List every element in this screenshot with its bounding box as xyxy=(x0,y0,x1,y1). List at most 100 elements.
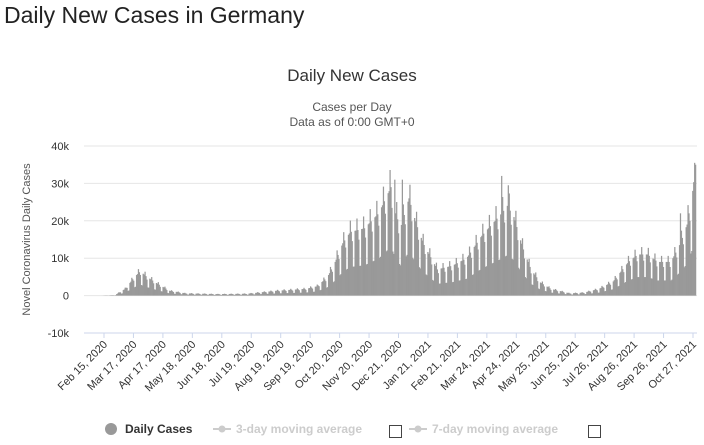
daily-case-bar[interactable] xyxy=(118,292,121,296)
daily-case-bar[interactable] xyxy=(400,224,403,296)
daily-case-bar[interactable] xyxy=(356,218,358,296)
daily-case-bar[interactable] xyxy=(275,290,277,296)
daily-case-bar[interactable] xyxy=(301,289,303,296)
daily-case-bar[interactable] xyxy=(491,263,493,296)
daily-case-bar[interactable] xyxy=(484,242,486,296)
daily-case-bar[interactable] xyxy=(500,214,502,296)
daily-case-bar[interactable] xyxy=(150,279,152,296)
daily-case-bar[interactable] xyxy=(542,284,544,296)
daily-case-bar[interactable] xyxy=(396,202,398,296)
daily-case-bar[interactable] xyxy=(298,290,300,296)
daily-case-bar[interactable] xyxy=(412,257,414,296)
daily-case-bar[interactable] xyxy=(366,263,369,296)
daily-case-bar[interactable] xyxy=(205,294,208,296)
daily-case-bar[interactable] xyxy=(660,261,662,296)
daily-case-bar[interactable] xyxy=(562,291,564,296)
daily-case-bar[interactable] xyxy=(262,292,264,296)
daily-case-bar[interactable] xyxy=(178,292,180,296)
daily-case-bar[interactable] xyxy=(387,193,389,296)
daily-case-bar[interactable] xyxy=(515,210,517,296)
daily-case-bar[interactable] xyxy=(628,261,631,296)
daily-case-bar[interactable] xyxy=(164,286,166,296)
daily-case-bar[interactable] xyxy=(210,293,212,296)
daily-case-bar[interactable] xyxy=(287,293,289,296)
daily-case-bar[interactable] xyxy=(478,270,480,296)
daily-case-bar[interactable] xyxy=(461,260,463,296)
daily-case-bar[interactable] xyxy=(669,266,671,296)
daily-case-bar[interactable] xyxy=(344,240,346,296)
daily-case-bar[interactable] xyxy=(554,289,556,296)
daily-case-bar[interactable] xyxy=(272,291,274,296)
daily-case-bar[interactable] xyxy=(394,179,396,296)
daily-case-bar[interactable] xyxy=(465,278,467,296)
daily-case-bar[interactable] xyxy=(487,228,490,296)
daily-case-bar[interactable] xyxy=(636,261,638,296)
daily-case-bar[interactable] xyxy=(209,293,211,296)
daily-case-bar[interactable] xyxy=(409,184,411,296)
daily-case-bar[interactable] xyxy=(667,255,669,296)
daily-case-bar[interactable] xyxy=(169,290,171,296)
daily-case-bar[interactable] xyxy=(231,293,233,296)
daily-case-bar[interactable] xyxy=(202,293,204,296)
daily-case-bar[interactable] xyxy=(561,290,563,296)
daily-case-bar[interactable] xyxy=(325,281,327,296)
daily-case-bar[interactable] xyxy=(571,294,573,296)
daily-case-bar[interactable] xyxy=(342,243,344,296)
daily-case-bar[interactable] xyxy=(425,274,427,296)
daily-case-bar[interactable] xyxy=(663,280,666,296)
daily-case-bar[interactable] xyxy=(514,220,516,296)
daily-case-bar[interactable] xyxy=(433,264,436,296)
daily-case-bar[interactable] xyxy=(505,255,508,296)
daily-case-bar[interactable] xyxy=(671,279,673,296)
daily-case-bar[interactable] xyxy=(644,277,647,296)
daily-case-bar[interactable] xyxy=(184,292,186,296)
daily-case-bar[interactable] xyxy=(624,282,626,296)
daily-case-bar[interactable] xyxy=(380,207,383,296)
daily-case-bar[interactable] xyxy=(490,235,492,296)
daily-case-bar[interactable] xyxy=(640,254,642,296)
daily-case-bar[interactable] xyxy=(313,291,316,296)
daily-case-bar[interactable] xyxy=(450,270,453,296)
daily-case-bar[interactable] xyxy=(244,293,246,296)
daily-case-bar[interactable] xyxy=(502,210,505,296)
daily-case-bar[interactable] xyxy=(357,230,359,296)
daily-case-bar[interactable] xyxy=(541,281,544,296)
daily-case-bar[interactable] xyxy=(532,284,534,296)
daily-case-bar[interactable] xyxy=(305,289,307,296)
daily-case-bar[interactable] xyxy=(548,286,550,296)
daily-case-bar[interactable] xyxy=(605,290,607,296)
daily-case-bar[interactable] xyxy=(567,292,569,296)
daily-case-bar[interactable] xyxy=(692,190,694,296)
daily-case-bar[interactable] xyxy=(498,260,500,296)
daily-case-bar[interactable] xyxy=(323,277,325,296)
daily-case-bar[interactable] xyxy=(131,277,133,296)
daily-case-bar[interactable] xyxy=(232,294,234,296)
daily-case-bar[interactable] xyxy=(634,249,636,296)
daily-case-bar[interactable] xyxy=(371,231,373,296)
daily-case-bar[interactable] xyxy=(546,286,548,296)
daily-case-bar[interactable] xyxy=(407,201,409,296)
daily-case-bar[interactable] xyxy=(350,231,352,296)
daily-case-bar[interactable] xyxy=(584,294,586,296)
daily-case-bar[interactable] xyxy=(600,287,602,296)
daily-case-bar[interactable] xyxy=(236,293,238,296)
daily-case-bar[interactable] xyxy=(435,262,438,296)
daily-case-bar[interactable] xyxy=(681,237,684,296)
legend-item-7-day-average[interactable]: 7-day moving average xyxy=(409,421,558,437)
daily-case-bar[interactable] xyxy=(390,187,392,296)
daily-case-bar[interactable] xyxy=(632,258,634,296)
daily-case-bar[interactable] xyxy=(523,258,526,296)
daily-case-bar[interactable] xyxy=(502,197,504,296)
daily-case-bar[interactable] xyxy=(414,217,416,296)
daily-case-bar[interactable] xyxy=(228,293,230,296)
daily-case-bar[interactable] xyxy=(217,293,219,296)
daily-case-bar[interactable] xyxy=(666,261,668,296)
daily-case-bar[interactable] xyxy=(519,269,521,296)
daily-case-bar[interactable] xyxy=(569,293,571,296)
daily-case-bar[interactable] xyxy=(153,289,156,296)
daily-case-bar[interactable] xyxy=(683,267,685,296)
daily-case-bar[interactable] xyxy=(437,273,439,296)
daily-case-bar[interactable] xyxy=(609,284,612,296)
daily-case-bar[interactable] xyxy=(315,286,317,296)
daily-case-bar[interactable] xyxy=(520,240,522,296)
